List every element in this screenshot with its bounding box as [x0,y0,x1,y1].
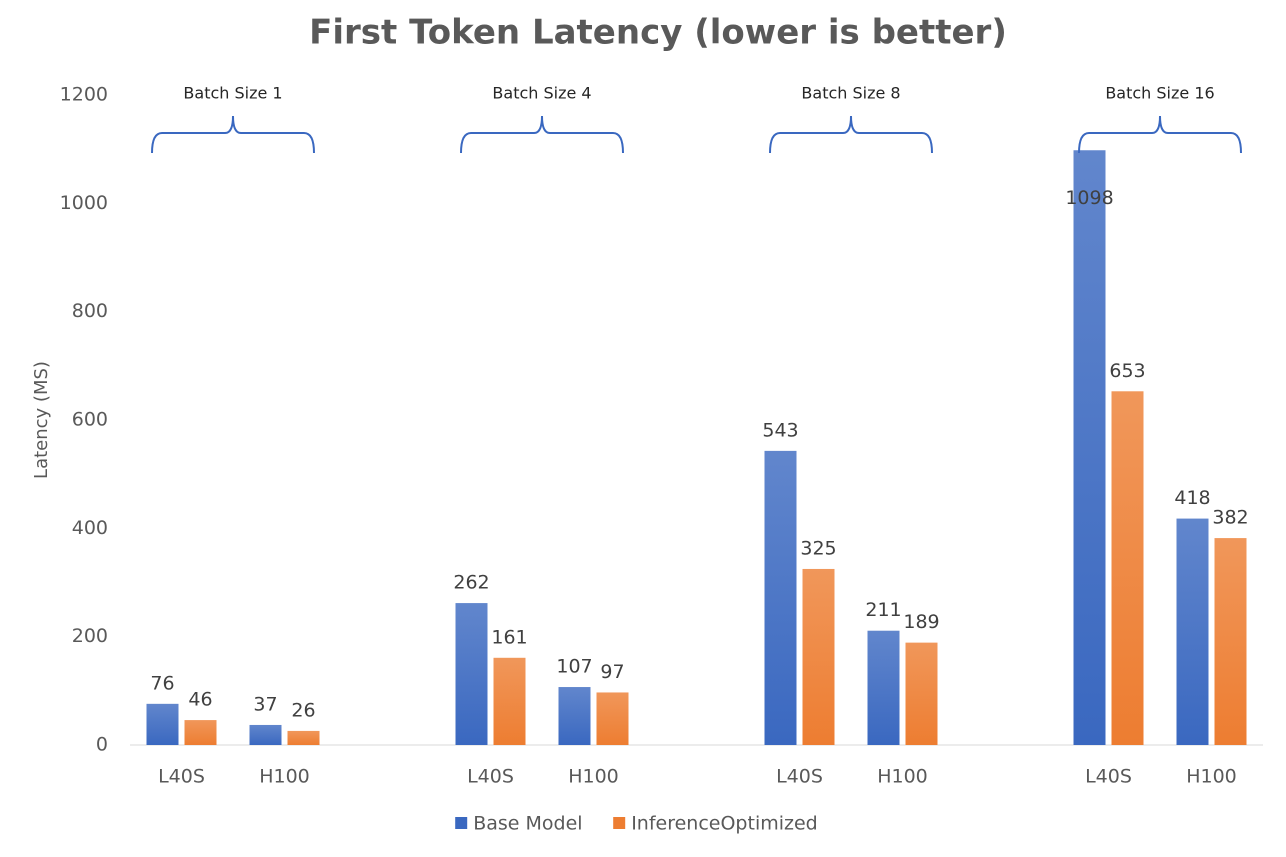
data-label: 262 [453,572,489,594]
bar [867,630,900,745]
x-tick-label: H100 [1186,766,1237,788]
data-label: 211 [865,599,901,621]
y-tick-label: 200 [72,625,108,647]
data-label: 1098 [1065,187,1113,209]
data-label: 653 [1109,360,1145,382]
data-label: 46 [188,689,212,711]
x-tick-label: H100 [568,766,619,788]
data-label: 161 [491,626,527,648]
legend-swatch [613,817,626,829]
bar [287,730,320,745]
group-brace [769,115,933,154]
bar [1176,518,1209,745]
chart-title: First Token Latency (lower is better) [309,13,1007,53]
y-tick-label: 400 [72,517,108,539]
group-brace [151,115,315,154]
data-label: 76 [150,672,174,694]
bar [1214,538,1247,745]
y-tick-label: 1000 [60,192,108,214]
group-brace [1078,115,1242,154]
bar [493,657,526,745]
y-tick-label: 0 [96,734,108,756]
y-tick-label: 1200 [60,84,108,106]
bar [596,692,629,745]
bar [802,568,835,745]
y-axis-label: Latency (MS) [31,361,52,479]
data-label: 418 [1174,487,1210,509]
data-label: 189 [903,611,939,633]
x-tick-label: L40S [467,766,514,788]
group-label: Batch Size 16 [1105,84,1214,103]
y-tick-label: 600 [72,409,108,431]
group-label: Batch Size 8 [801,84,900,103]
bar [558,687,591,745]
x-tick-label: L40S [1085,766,1132,788]
data-label: 543 [762,419,798,441]
bar [905,642,938,745]
x-tick-label: L40S [158,766,205,788]
data-label: 26 [291,699,315,721]
bar [184,720,217,745]
x-tick-label: L40S [776,766,823,788]
data-label: 325 [800,537,836,559]
data-label: 107 [556,656,592,678]
bar [455,603,488,745]
legend-label: InferenceOptimized [631,813,818,835]
bar [764,450,797,745]
bar [1111,391,1144,745]
bar [1073,150,1106,745]
data-label: 37 [253,693,277,715]
bar [146,703,179,745]
group-label: Batch Size 4 [492,84,591,103]
group-label: Batch Size 1 [183,84,282,103]
group-brace [460,115,624,154]
legend-swatch [455,817,468,829]
legend-label: Base Model [473,813,582,835]
x-tick-label: H100 [877,766,928,788]
bar [249,724,282,745]
data-label: 382 [1212,507,1248,529]
y-tick-label: 800 [72,300,108,322]
x-tick-label: H100 [259,766,310,788]
data-label: 97 [600,661,624,683]
